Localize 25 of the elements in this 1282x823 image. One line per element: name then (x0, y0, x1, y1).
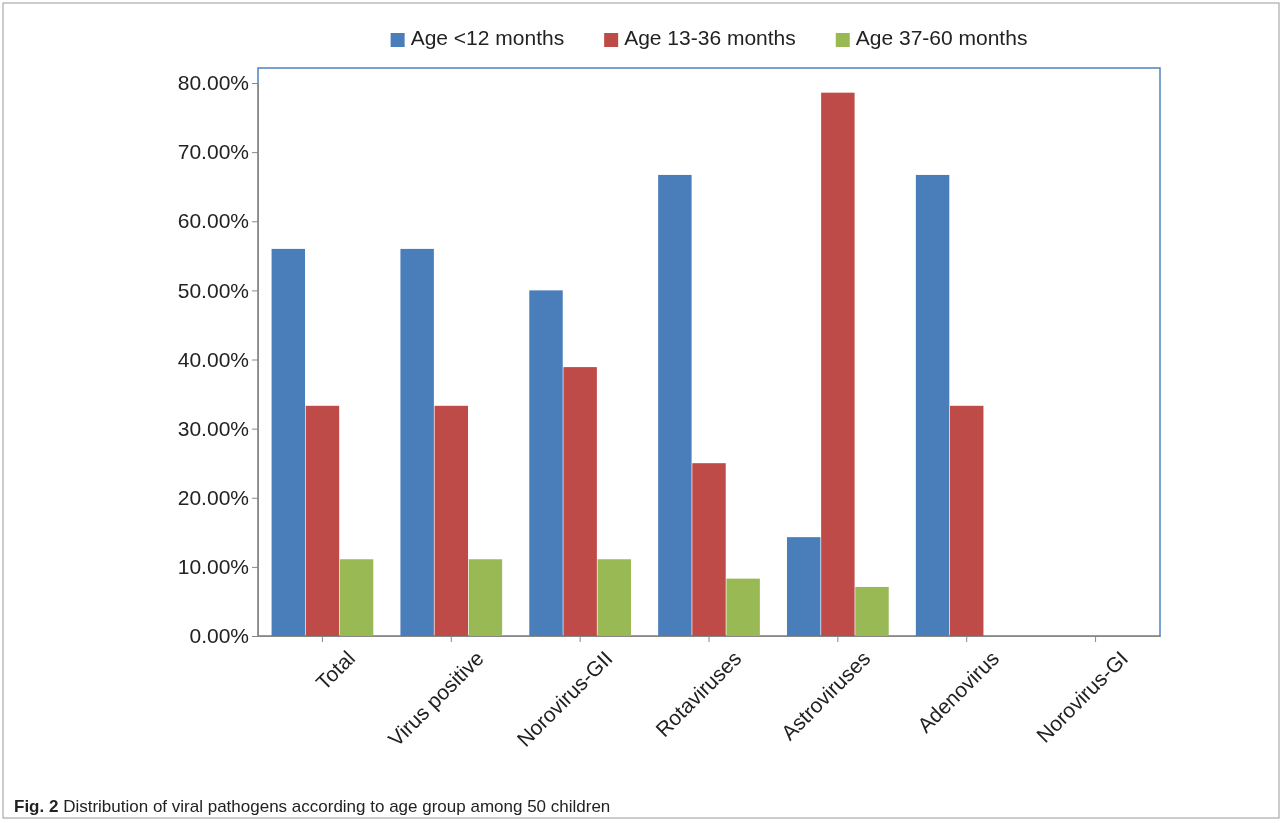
y-tick-label: 40.00% (177, 347, 249, 371)
bar (468, 559, 503, 636)
y-tick-label: 60.00% (177, 209, 249, 233)
bar (821, 92, 855, 636)
bar (726, 578, 760, 636)
y-tick-label: 50.00% (177, 278, 249, 302)
caption: Fig. 2 (14, 797, 59, 816)
y-tick-label: 30.00% (177, 416, 249, 440)
y-tick-label: 80.00% (177, 71, 249, 95)
y-tick-label: 20.00% (177, 485, 249, 509)
y-tick-label: 10.00% (177, 555, 249, 579)
text: Distribution of viral pathogens according to age group among 50 children (58, 797, 611, 816)
bar (339, 559, 374, 636)
y-tick-label: 70.00% (177, 140, 249, 164)
legend-label: Age 13-36 months (624, 26, 796, 49)
bar (434, 405, 469, 636)
bar (563, 367, 597, 636)
bar (855, 586, 889, 636)
bar (305, 405, 340, 636)
bar (597, 559, 631, 636)
legend-label: Age <12 months (410, 26, 565, 49)
bar (949, 405, 984, 636)
bar (692, 463, 726, 636)
y-tick-label: 0.00% (189, 624, 249, 648)
legend-label: Age 37-60 months (855, 26, 1028, 49)
